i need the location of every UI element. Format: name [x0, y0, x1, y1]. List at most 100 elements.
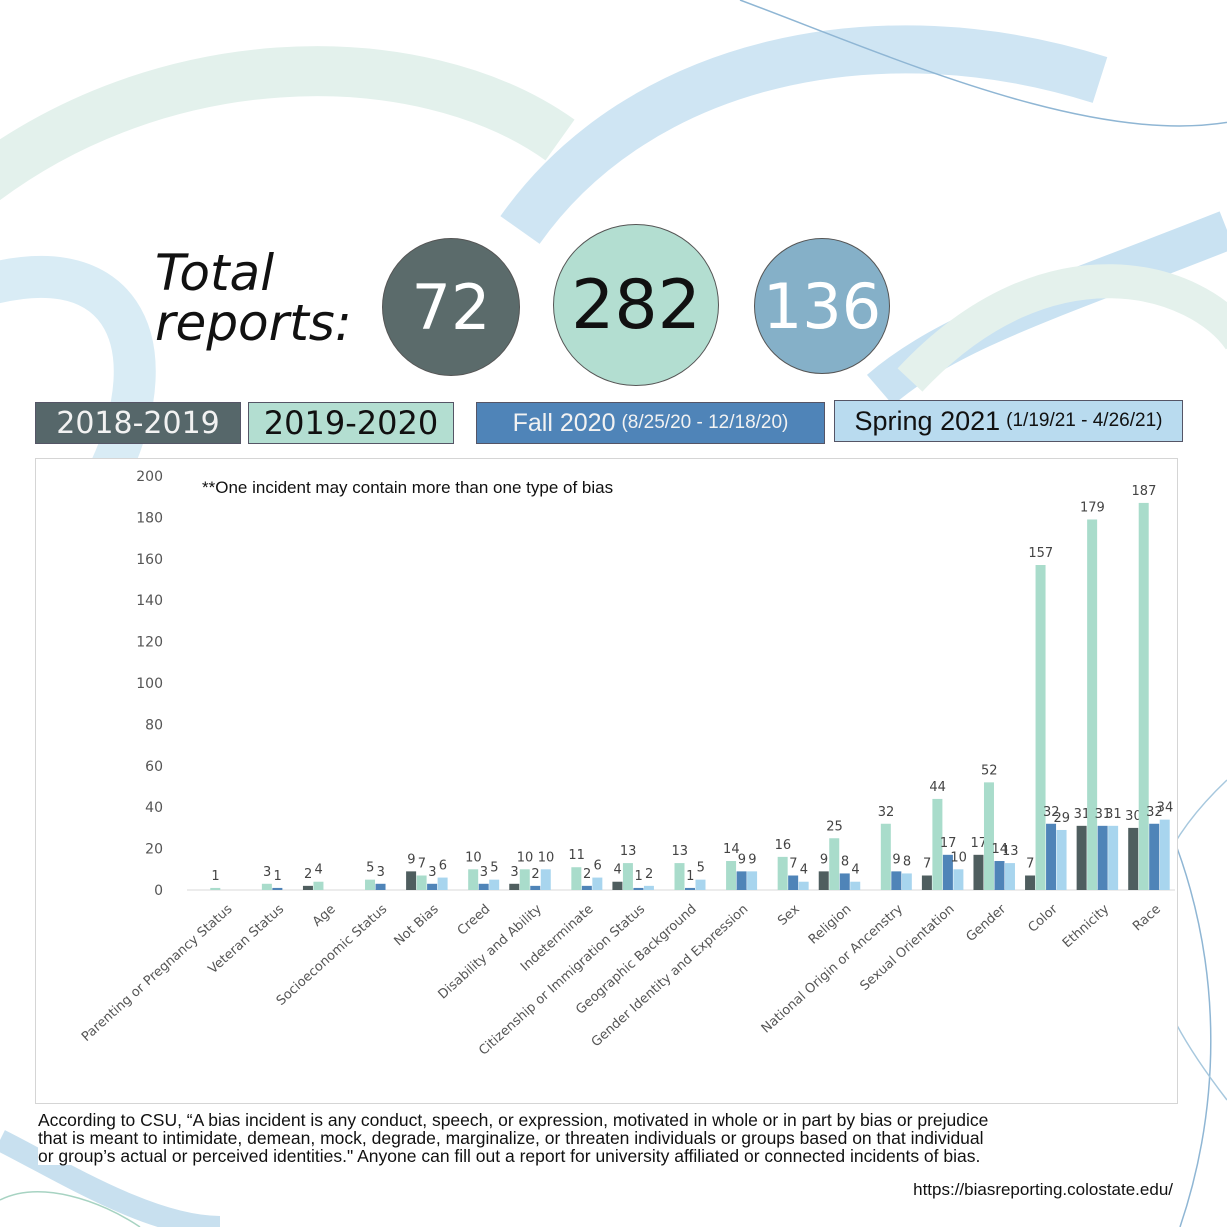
bar: [519, 869, 530, 890]
data-label: 13: [620, 844, 637, 859]
data-label: 3: [377, 865, 385, 880]
bar: [695, 879, 706, 890]
category-label: Color: [1025, 901, 1061, 935]
caption-line-2: that is meant to intimidate, demean, moc…: [38, 1128, 984, 1148]
bar: [1097, 825, 1108, 890]
y-tick-label: 180: [136, 510, 163, 526]
category-label: Disability and Ability: [436, 902, 546, 1003]
bar: [272, 887, 283, 890]
legend-spring-2021-dates: (1/19/21 - 4/26/21): [1006, 410, 1163, 431]
bar: [509, 883, 520, 890]
bar: [633, 887, 644, 890]
data-label: 32: [1146, 805, 1163, 820]
total-2020-2021-value: 136: [762, 269, 882, 343]
data-label: 10: [538, 850, 555, 865]
data-label: 1: [273, 869, 281, 884]
category-label: Gender: [964, 901, 1010, 945]
category-label: Ethnicity: [1060, 902, 1113, 951]
y-tick-label: 60: [145, 759, 163, 775]
data-label: 7: [923, 857, 931, 872]
data-label: 4: [315, 863, 323, 878]
bar: [571, 867, 582, 890]
data-label: 2: [645, 867, 653, 882]
bar: [540, 869, 551, 890]
data-label: 2: [583, 867, 591, 882]
bar: [210, 887, 221, 890]
bar: [592, 877, 603, 890]
bar: [747, 871, 758, 890]
data-label: 2: [304, 867, 312, 882]
bar: [1087, 519, 1098, 890]
data-label: 13: [1002, 844, 1019, 859]
data-label: 1: [211, 869, 219, 884]
bar: [489, 879, 500, 890]
chart-annotation: **One incident may contain more than one…: [202, 478, 614, 497]
data-label: 8: [903, 854, 911, 869]
data-label: 9: [892, 852, 900, 867]
data-label: 8: [841, 854, 849, 869]
data-label: 6: [439, 859, 447, 874]
bias-definition-caption: According to CSU, “A bias incident is an…: [38, 1111, 1188, 1165]
data-label: 32: [1043, 805, 1060, 820]
legend-2018-2019-label: 2018-2019: [56, 405, 220, 441]
legend-2019-2020: 2019-2020: [248, 402, 454, 444]
bar: [818, 871, 829, 890]
bar: [1025, 875, 1036, 890]
data-label: 7: [418, 857, 426, 872]
bar: [261, 883, 272, 890]
legend-fall-2020-dates: (8/25/20 - 12/18/20): [621, 412, 789, 433]
bar: [1128, 827, 1139, 890]
bar: [643, 885, 654, 890]
bar: [777, 856, 788, 890]
data-label: 3: [510, 865, 518, 880]
total-2020-2021-circle: 136: [754, 238, 890, 374]
bar: [685, 887, 695, 890]
caption-line-3: or group’s actual or perceived identitie…: [38, 1146, 981, 1166]
data-label: 3: [263, 865, 271, 880]
total-label-line2: reports:: [155, 294, 352, 352]
legend-fall-2020: Fall 2020 (8/25/20 - 12/18/20): [476, 402, 825, 444]
y-tick-label: 80: [145, 717, 163, 733]
bar: [1076, 825, 1087, 890]
bar: [953, 869, 964, 890]
data-label: 30: [1125, 809, 1142, 824]
data-label: 5: [366, 861, 374, 876]
legend-fall-2020-label: Fall 2020: [512, 408, 616, 437]
bar: [736, 871, 747, 890]
bar: [313, 881, 324, 890]
bar: [788, 875, 799, 890]
data-label: 10: [517, 850, 534, 865]
bar: [850, 881, 861, 890]
y-tick-label: 20: [145, 842, 163, 858]
category-label: Creed: [455, 902, 494, 939]
data-label: 10: [465, 850, 482, 865]
category-label: Age: [310, 902, 339, 930]
bar: [365, 879, 376, 890]
y-tick-label: 200: [136, 469, 163, 485]
data-label: 1: [635, 869, 643, 884]
data-label: 187: [1132, 484, 1157, 499]
y-tick-label: 40: [145, 800, 163, 816]
legend-2018-2019: 2018-2019: [35, 402, 241, 444]
bar: [302, 885, 313, 890]
data-label: 11: [568, 848, 585, 863]
bar: [983, 782, 994, 890]
bar: [1149, 823, 1160, 890]
data-label: 5: [697, 861, 705, 876]
data-label: 52: [981, 763, 998, 778]
bar: [1035, 565, 1046, 890]
data-label: 31: [1105, 807, 1122, 822]
data-label: 179: [1080, 500, 1105, 515]
data-label: 31: [1074, 807, 1091, 822]
bar: [798, 881, 809, 890]
bar: [1004, 863, 1015, 890]
bar: [891, 871, 902, 890]
data-label: 7: [1026, 857, 1034, 872]
data-label: 34: [1157, 801, 1174, 816]
bias-reporting-url[interactable]: https://biasreporting.colostate.edu/: [913, 1180, 1173, 1199]
bar: [1138, 502, 1149, 890]
data-label: 29: [1054, 811, 1071, 826]
bar: [416, 875, 427, 890]
bar: [612, 881, 623, 890]
total-2019-2020-value: 282: [571, 265, 701, 345]
